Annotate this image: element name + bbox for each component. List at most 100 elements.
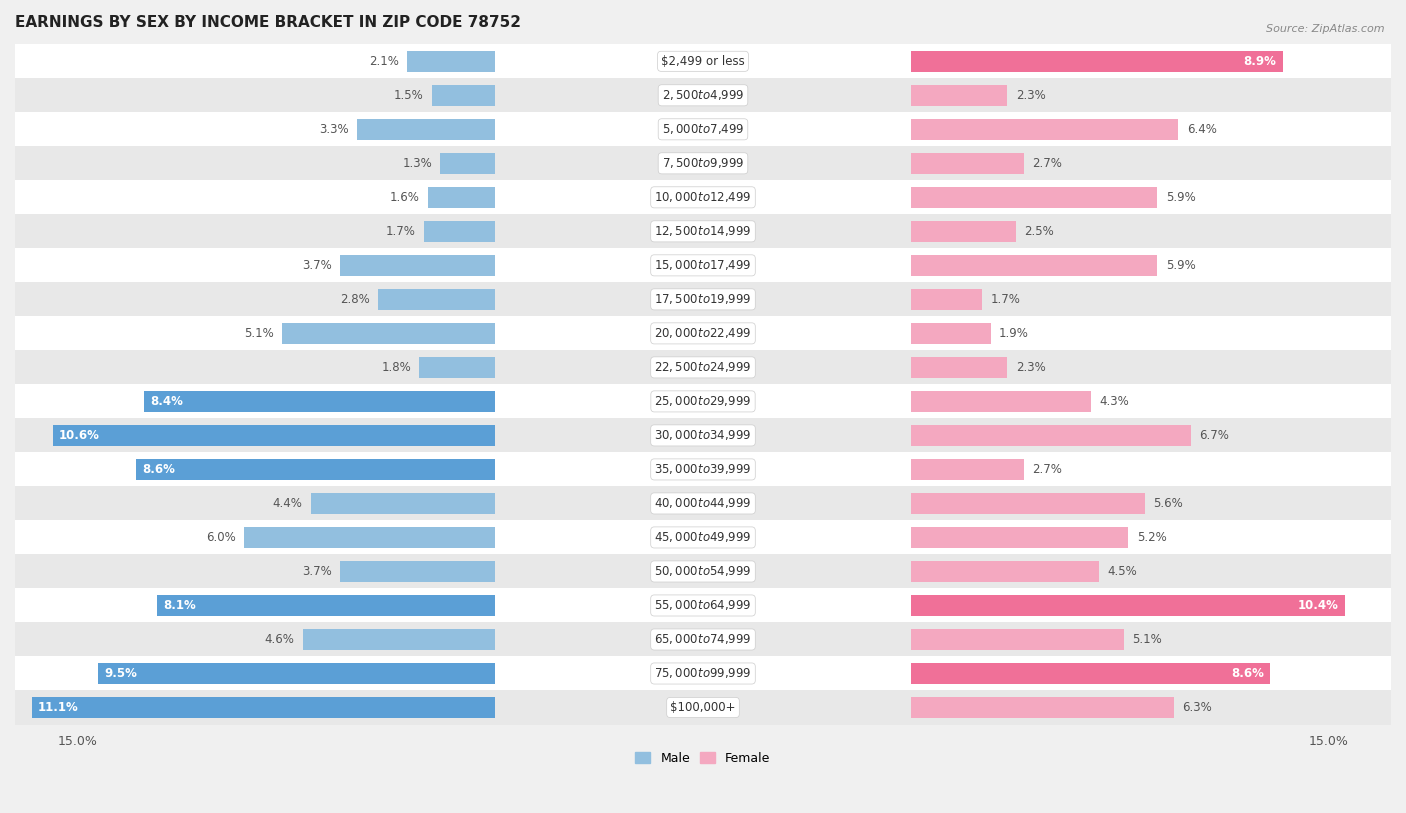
Bar	[911, 391, 1091, 412]
Text: $30,000 to $34,999: $30,000 to $34,999	[654, 428, 752, 442]
Text: 4.4%: 4.4%	[273, 497, 302, 510]
Text: $12,500 to $14,999: $12,500 to $14,999	[654, 224, 752, 238]
Text: 3.7%: 3.7%	[302, 259, 332, 272]
Text: $65,000 to $74,999: $65,000 to $74,999	[654, 633, 752, 646]
Bar	[0, 385, 1406, 419]
Text: 2.3%: 2.3%	[1015, 89, 1046, 102]
Bar	[98, 663, 495, 684]
Text: 6.0%: 6.0%	[207, 531, 236, 544]
Bar	[911, 595, 1346, 616]
Bar	[0, 282, 1406, 316]
Text: 8.9%: 8.9%	[1243, 54, 1277, 67]
Text: $7,500 to $9,999: $7,500 to $9,999	[662, 156, 744, 171]
Text: 3.3%: 3.3%	[319, 123, 349, 136]
Bar	[911, 663, 1270, 684]
Bar	[406, 50, 495, 72]
Bar	[245, 527, 495, 548]
Text: $10,000 to $12,499: $10,000 to $12,499	[654, 190, 752, 204]
Bar	[157, 595, 495, 616]
Bar	[52, 425, 495, 446]
Bar	[0, 350, 1406, 385]
Bar	[911, 119, 1178, 140]
Text: 2.5%: 2.5%	[1024, 225, 1054, 238]
Bar	[0, 656, 1406, 690]
Text: $22,500 to $24,999: $22,500 to $24,999	[654, 360, 752, 375]
Bar	[0, 690, 1406, 724]
Text: 5.2%: 5.2%	[1136, 531, 1167, 544]
Text: $35,000 to $39,999: $35,000 to $39,999	[654, 463, 752, 476]
Bar	[0, 623, 1406, 656]
Text: 1.3%: 1.3%	[402, 157, 432, 170]
Text: $100,000+: $100,000+	[671, 701, 735, 714]
Text: 3.7%: 3.7%	[302, 565, 332, 578]
Bar	[0, 146, 1406, 180]
Text: 1.7%: 1.7%	[991, 293, 1021, 306]
Bar	[136, 459, 495, 480]
Text: $45,000 to $49,999: $45,000 to $49,999	[654, 530, 752, 545]
Bar	[911, 289, 983, 310]
Bar	[427, 187, 495, 208]
Text: 11.1%: 11.1%	[38, 701, 79, 714]
Bar	[911, 85, 1007, 106]
Text: $2,500 to $4,999: $2,500 to $4,999	[662, 89, 744, 102]
Text: 4.6%: 4.6%	[264, 633, 294, 646]
Bar	[0, 419, 1406, 452]
Bar	[911, 357, 1007, 378]
Text: 2.3%: 2.3%	[1015, 361, 1046, 374]
Text: 6.4%: 6.4%	[1187, 123, 1216, 136]
Bar	[378, 289, 495, 310]
Text: $5,000 to $7,499: $5,000 to $7,499	[662, 122, 744, 137]
Text: 2.8%: 2.8%	[340, 293, 370, 306]
Bar	[0, 486, 1406, 520]
Bar	[0, 554, 1406, 589]
Text: 8.6%: 8.6%	[1230, 667, 1264, 680]
Bar	[911, 629, 1125, 650]
Bar	[911, 50, 1282, 72]
Bar	[340, 561, 495, 582]
Text: EARNINGS BY SEX BY INCOME BRACKET IN ZIP CODE 78752: EARNINGS BY SEX BY INCOME BRACKET IN ZIP…	[15, 15, 522, 30]
Text: 6.7%: 6.7%	[1199, 429, 1229, 442]
Bar	[340, 254, 495, 276]
Text: 5.6%: 5.6%	[1153, 497, 1182, 510]
Bar	[0, 452, 1406, 486]
Bar	[357, 119, 495, 140]
Bar	[0, 316, 1406, 350]
Bar	[911, 221, 1015, 242]
Text: $17,500 to $19,999: $17,500 to $19,999	[654, 293, 752, 307]
Text: 4.3%: 4.3%	[1099, 395, 1129, 408]
Bar	[911, 493, 1144, 514]
Text: $75,000 to $99,999: $75,000 to $99,999	[654, 667, 752, 680]
Text: 10.4%: 10.4%	[1298, 599, 1339, 612]
Bar	[911, 697, 1174, 718]
Bar	[311, 493, 495, 514]
Text: $55,000 to $64,999: $55,000 to $64,999	[654, 598, 752, 612]
Text: 5.1%: 5.1%	[1132, 633, 1163, 646]
Bar	[911, 561, 1099, 582]
Bar	[32, 697, 495, 718]
Text: $40,000 to $44,999: $40,000 to $44,999	[654, 497, 752, 511]
Text: 5.9%: 5.9%	[1166, 191, 1195, 204]
Text: $50,000 to $54,999: $50,000 to $54,999	[654, 564, 752, 579]
Text: 1.5%: 1.5%	[394, 89, 423, 102]
Text: 2.7%: 2.7%	[1032, 463, 1063, 476]
Text: 6.3%: 6.3%	[1182, 701, 1212, 714]
Text: 8.6%: 8.6%	[142, 463, 176, 476]
Text: 5.1%: 5.1%	[243, 327, 274, 340]
Bar	[419, 357, 495, 378]
Text: $2,499 or less: $2,499 or less	[661, 54, 745, 67]
Bar	[0, 44, 1406, 78]
Bar	[302, 629, 495, 650]
Bar	[0, 78, 1406, 112]
Bar	[911, 459, 1024, 480]
Text: 2.7%: 2.7%	[1032, 157, 1063, 170]
Text: $15,000 to $17,499: $15,000 to $17,499	[654, 259, 752, 272]
Text: 10.6%: 10.6%	[59, 429, 100, 442]
Text: Source: ZipAtlas.com: Source: ZipAtlas.com	[1267, 24, 1385, 34]
Text: 5.9%: 5.9%	[1166, 259, 1195, 272]
Text: 8.1%: 8.1%	[163, 599, 195, 612]
Text: 1.6%: 1.6%	[389, 191, 419, 204]
Bar	[911, 527, 1128, 548]
Text: 1.8%: 1.8%	[381, 361, 411, 374]
Bar	[911, 425, 1191, 446]
Bar	[440, 153, 495, 174]
